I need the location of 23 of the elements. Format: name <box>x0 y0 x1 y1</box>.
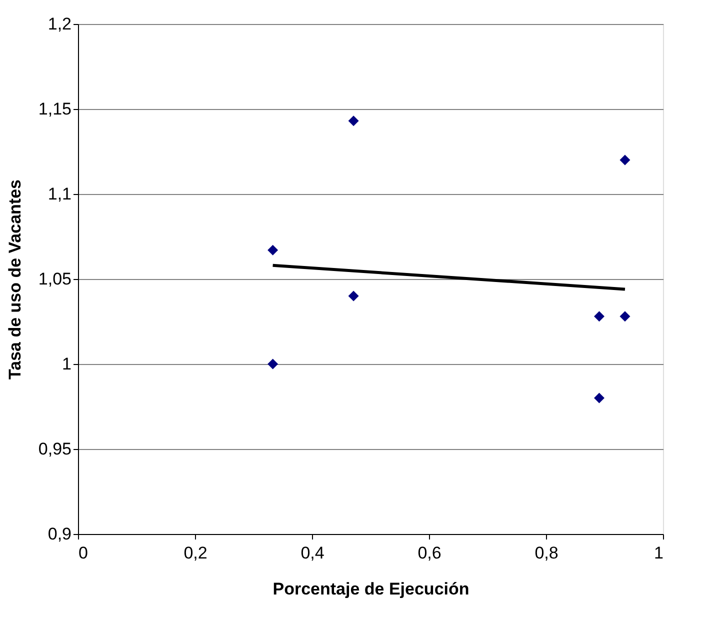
y-tick-label: 0,9 <box>48 524 72 544</box>
point <box>348 116 359 126</box>
y-tick-label: 1,15 <box>38 100 72 118</box>
point <box>268 244 278 256</box>
x-tick-label: 0,2 <box>184 544 208 562</box>
point <box>594 392 604 404</box>
point <box>620 311 630 322</box>
y-tick-label: 1,1 <box>48 184 72 204</box>
x-axis-title: Porcentaje de Ejecución <box>272 580 470 598</box>
x-tick-label: 0 <box>78 544 88 562</box>
y-tick-label: 1,2 <box>48 14 72 34</box>
y-tick-label: 1,05 <box>38 270 72 288</box>
x-tick-label: 0,8 <box>534 544 558 562</box>
point <box>268 358 278 370</box>
point <box>620 154 630 166</box>
point <box>594 311 604 322</box>
x-tick-label: 0,4 <box>300 544 324 562</box>
x-tick-label: 1 <box>654 544 664 562</box>
point <box>348 290 359 302</box>
x-tick-label: 0,6 <box>418 544 442 562</box>
y-tick-label: 1 <box>62 354 72 374</box>
y-axis-title: Tasa de uso de Vacantes <box>5 180 24 380</box>
y-tick-label: 0,95 <box>38 440 72 458</box>
